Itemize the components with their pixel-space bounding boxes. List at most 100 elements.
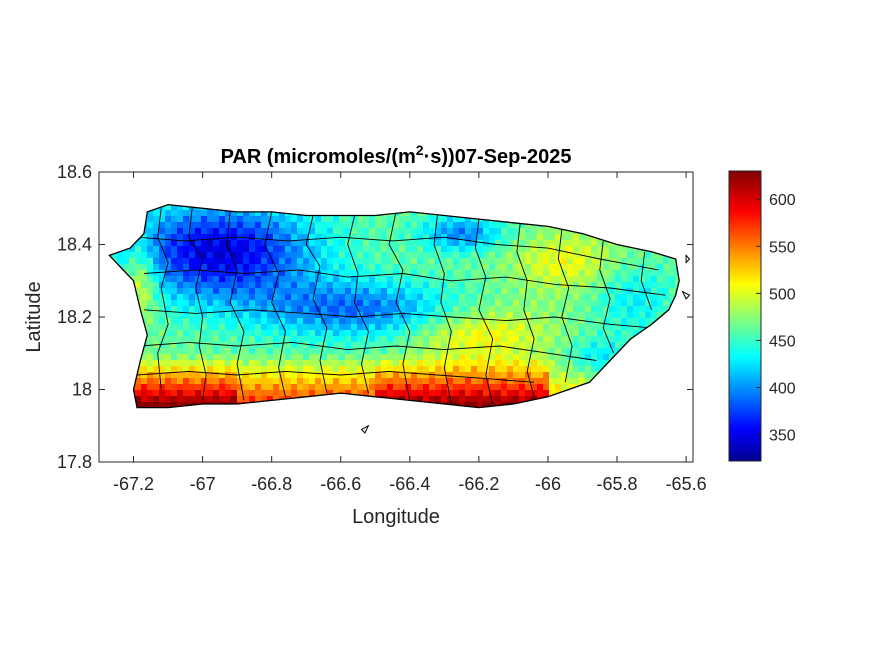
field-cell [357,276,364,283]
field-cell [453,246,460,253]
field-cell [243,384,250,391]
field-cell [351,246,358,253]
field-cell [555,330,562,337]
field-cell [237,330,244,337]
field-cell [483,354,490,361]
field-cell [213,234,220,241]
field-cell [585,246,592,253]
field-cell [279,324,286,331]
field-cell [261,354,268,361]
field-cell [303,348,310,355]
field-cell [519,312,526,319]
field-cell [579,324,586,331]
field-cell [609,270,616,277]
field-cell [171,246,178,253]
field-cell [213,258,220,265]
field-cell [453,300,460,307]
field-cell [399,342,406,349]
field-cell [501,312,508,319]
field-cell [195,258,202,265]
field-cell [387,360,394,367]
field-cell [135,384,142,391]
field-cell [297,378,304,385]
field-cell [423,234,430,241]
field-cell [261,246,268,253]
field-cell [201,288,208,295]
field-cell [171,384,178,391]
field-cell [279,240,286,247]
field-cell [543,342,550,349]
field-cell [171,294,178,301]
field-cell [207,390,214,397]
field-cell [483,330,490,337]
field-cell [225,396,232,403]
field-cell [573,336,580,343]
field-cell [555,228,562,235]
field-cell [573,324,580,331]
field-cell [165,360,172,367]
field-cell [297,300,304,307]
field-cell [345,306,352,313]
field-cell [519,336,526,343]
field-cell [285,282,292,289]
field-cell [537,330,544,337]
field-cell [195,378,202,385]
field-cell [561,264,568,271]
field-cell [579,336,586,343]
field-cell [345,234,352,241]
field-cell [129,246,136,253]
field-cell [561,252,568,259]
field-cell [567,240,574,247]
field-cell [147,216,154,223]
field-cell [429,246,436,253]
field-cell [303,384,310,391]
field-cell [201,324,208,331]
field-cell [387,384,394,391]
field-cell [429,234,436,241]
field-cell [123,258,130,265]
field-cell [147,234,154,241]
field-cell [453,222,460,229]
field-cell [573,246,580,253]
field-cell [315,348,322,355]
field-cell [567,324,574,331]
field-cell [327,366,334,373]
field-cell [507,276,514,283]
field-cell [567,300,574,307]
field-cell [411,252,418,259]
field-cell [567,252,574,259]
field-cell [213,360,220,367]
field-cell [423,270,430,277]
field-cell [639,282,646,289]
field-cell [189,342,196,349]
field-cell [429,294,436,301]
field-cell [171,276,178,283]
field-cell [603,288,610,295]
field-cell [141,264,148,271]
field-cell [531,234,538,241]
field-cell [603,360,610,367]
field-cell [333,276,340,283]
field-cell [309,282,316,289]
field-cell [513,270,520,277]
field-cell [549,318,556,325]
field-cell [471,384,478,391]
field-cell [417,264,424,271]
field-cell [297,324,304,331]
field-cell [585,306,592,313]
field-cell [633,246,640,253]
field-cell [477,234,484,241]
field-cell [417,234,424,241]
field-cell [561,294,568,301]
field-cell [603,342,610,349]
field-cell [381,240,388,247]
field-cell [561,372,568,379]
field-cell [591,258,598,265]
field-cell [387,300,394,307]
field-cell [549,336,556,343]
field-cell [507,270,514,277]
field-cell [309,294,316,301]
field-cell [303,336,310,343]
field-cell [435,306,442,313]
field-cell [543,246,550,253]
